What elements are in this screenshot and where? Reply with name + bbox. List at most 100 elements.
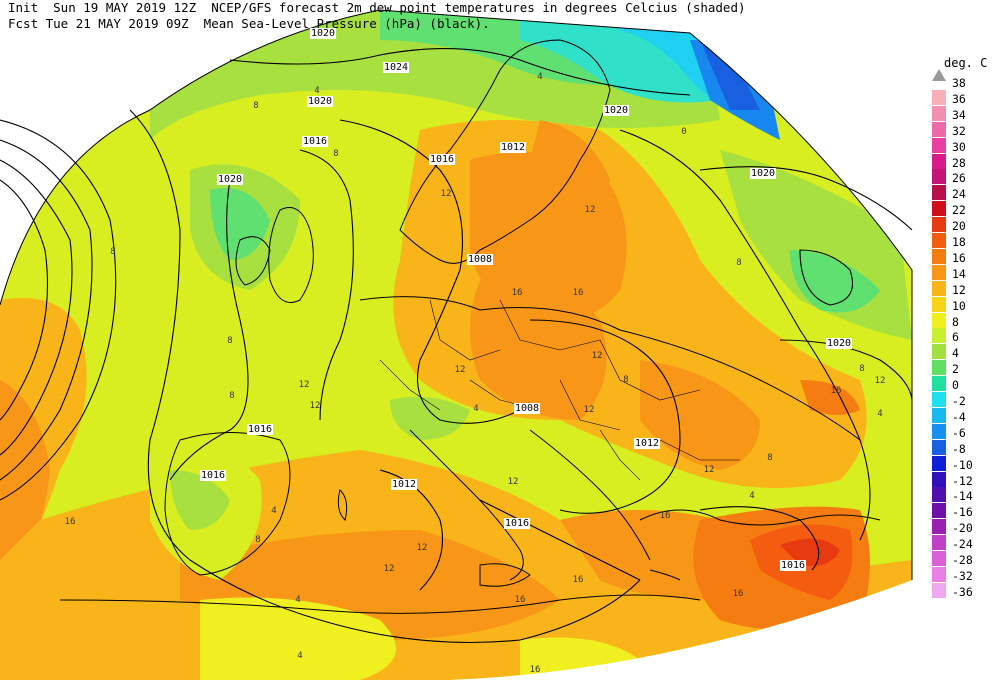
legend-swatch (932, 535, 946, 551)
legend-swatch (932, 503, 946, 519)
legend-label: 28 (952, 155, 966, 170)
dewpoint-label: 8 (227, 336, 232, 346)
isobar-label: 1012 (501, 142, 525, 153)
legend-label: -20 (952, 521, 973, 536)
legend-label: 38 (952, 76, 966, 90)
header-line-1: Init Sun 19 MAY 2019 12Z NCEP/GFS foreca… (8, 0, 746, 15)
dewpoint-label: 12 (417, 543, 428, 553)
legend-swatch (932, 217, 946, 233)
dewpoint-label: 8 (623, 375, 628, 385)
isobar-label-group: 1020 1024 1020 1016 1020 1016 1012 1020 … (199, 28, 853, 571)
legend-swatch (932, 233, 946, 248)
legend-label: -4 (952, 409, 966, 424)
legend-swatch (932, 264, 946, 280)
legend-swatch (932, 280, 946, 296)
legend-swatch (932, 407, 946, 423)
dewpoint-shading (0, 10, 912, 680)
legend-label: 24 (952, 187, 966, 202)
isobar-label: 1008 (468, 254, 492, 265)
legend-label: 8 (952, 314, 959, 329)
legend-swatch (932, 137, 946, 153)
dewpoint-label: 16 (573, 575, 584, 585)
isobar-label-bg (309, 28, 337, 39)
isobar-label: 1020 (751, 168, 775, 179)
legend-label: 30 (952, 139, 966, 154)
dewpoint-label: 0 (681, 127, 686, 137)
legend-label: 20 (952, 219, 966, 234)
legend-label: 0 (952, 378, 959, 393)
dewpoint-label: 8 (110, 247, 115, 257)
isobar-label: 1016 (303, 136, 327, 147)
legend-swatch (932, 455, 946, 471)
dewpoint-label: 16 (65, 517, 76, 527)
isobar-label: 1012 (392, 479, 416, 490)
isobar-label-bg (825, 338, 853, 349)
header-line-2: Fcst Tue 21 MAY 2019 09Z Mean Sea-Level … (8, 16, 490, 31)
isobar-label-bg (602, 105, 630, 116)
legend-swatch (932, 312, 946, 328)
legend-swatch (932, 439, 946, 455)
dewpoint-label: 12 (875, 376, 886, 386)
isobar-label-bg (301, 136, 329, 147)
dewpoint-label: 4 (271, 506, 276, 516)
legend-label: 36 (952, 91, 966, 106)
isobar-label-bg (779, 560, 807, 571)
dewpoint-label: 16 (530, 665, 541, 675)
legend-overflow-arrow-icon (932, 69, 946, 81)
legend-swatch (932, 551, 946, 566)
legend-label: 22 (952, 203, 966, 218)
dewpoint-label: 8 (253, 101, 258, 111)
isobar-label-bg (306, 96, 334, 107)
legend-label: -2 (952, 394, 966, 408)
legend-swatch (932, 471, 946, 487)
map-header: Init Sun 19 MAY 2019 12Z NCEP/GFS foreca… (8, 0, 908, 36)
legend-swatch (932, 89, 946, 105)
dewpoint-label: 8 (767, 453, 772, 463)
legend-title: deg. C (944, 56, 988, 70)
legend-label: 14 (952, 266, 966, 281)
legend-swatch (932, 423, 946, 439)
isobar-label: 1016 (781, 560, 805, 571)
legend-swatch (932, 185, 946, 201)
dewpoint-label: 4 (295, 595, 300, 605)
isobar-label-bg (749, 168, 777, 179)
isobar-label-bg (428, 154, 456, 165)
legend-swatch (932, 392, 946, 407)
isobar-label: 1024 (384, 62, 408, 73)
dewpoint-label: 16 (733, 589, 744, 599)
isobar-label-bg (503, 518, 531, 529)
legend-label: -14 (952, 489, 973, 504)
legend-label: 10 (952, 298, 966, 313)
legend-swatch (932, 360, 946, 376)
dewpoint-label: 8 (333, 149, 338, 159)
legend-swatch (932, 344, 946, 360)
dewpoint-label: 4 (537, 72, 542, 82)
legend-swatch (932, 296, 946, 312)
legend-label: -28 (952, 553, 973, 567)
legend-swatch (932, 328, 946, 344)
legend-swatch (932, 105, 946, 121)
isobar-label-bg (390, 479, 418, 490)
legend-swatch (932, 121, 946, 137)
legend-swatch (932, 169, 946, 185)
dewpoint-label: 16 (660, 511, 671, 521)
legend-label: 32 (952, 123, 966, 138)
legend-label: -8 (952, 441, 966, 456)
dewpoint-label: 12 (455, 365, 466, 375)
isobar-label: 1016 (201, 470, 225, 481)
legend-swatch (932, 519, 946, 535)
legend-label: -10 (952, 457, 973, 472)
dewpoint-label: 4 (314, 86, 319, 96)
isobar-label-bg (513, 403, 541, 414)
dewpoint-label: 4 (749, 491, 754, 501)
isobar-label: 1020 (827, 338, 851, 349)
dewpoint-label-group: 8 4 4 8 8 12 16 12 8 12 12 16 12 8 12 16… (65, 72, 886, 675)
isobar-label: 1020 (604, 105, 628, 116)
dewpoint-label: 8 (229, 391, 234, 401)
legend-swatch (932, 566, 946, 582)
isobar-label-bg (382, 62, 410, 73)
isobar-label: 1008 (515, 403, 539, 414)
map-domain-border (0, 9, 913, 580)
isobar-label-bg (246, 424, 274, 435)
legend-label: 18 (952, 235, 966, 249)
